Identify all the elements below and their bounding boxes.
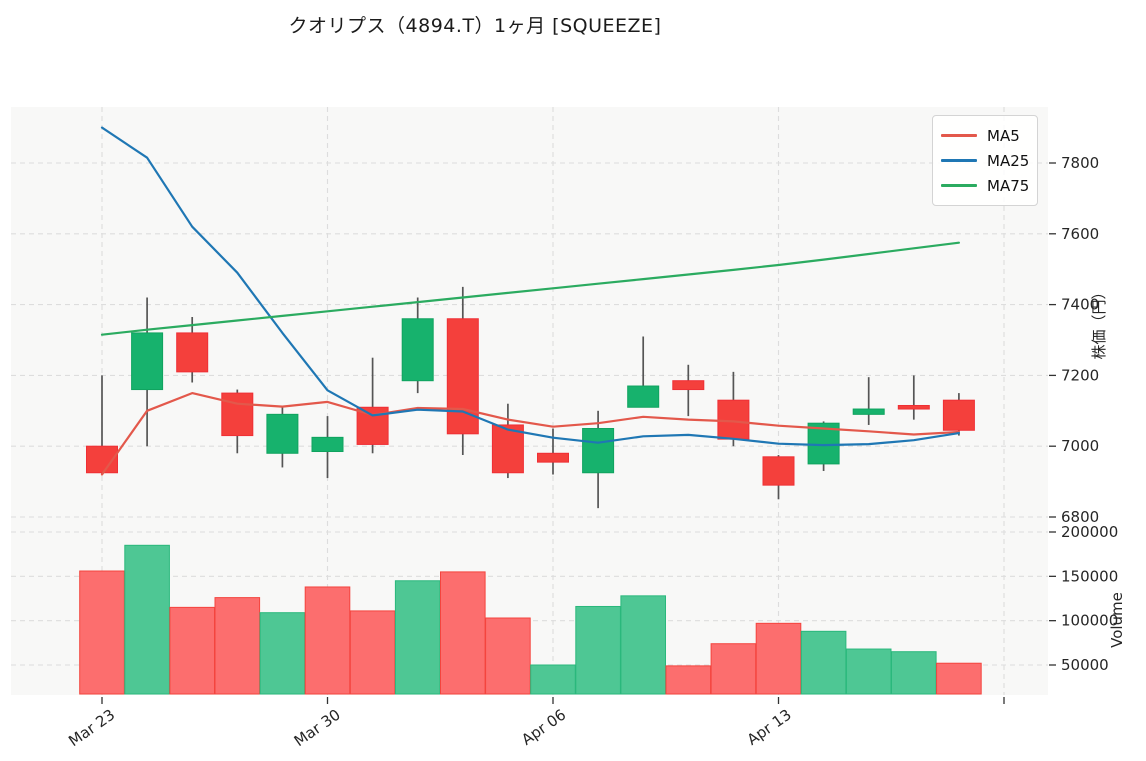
volume-axis-title: Volume (1108, 592, 1126, 648)
ma75-line-swatch (941, 184, 977, 187)
legend-item-ma75: MA75 (941, 173, 1030, 198)
chart-title: クオリプス（4894.T）1ヶ月 [SQUEEZE] (288, 15, 662, 37)
volume-bar (936, 662, 982, 695)
price-tick-label: 6800 (1061, 508, 1099, 526)
price-tick-label: 7000 (1061, 437, 1099, 455)
candle-body-down (762, 456, 795, 486)
volume-bar (575, 605, 621, 695)
candle-body-down (897, 404, 930, 410)
ma25-line (100, 126, 961, 447)
price-tick-label: 7600 (1061, 225, 1099, 243)
x-tick-label: Apr 06 (518, 706, 569, 749)
volume-tick-label: 100000 (1061, 612, 1118, 630)
legend: MA5 MA25 MA75 (932, 115, 1038, 206)
volume-bar (169, 606, 215, 695)
ma5-line (100, 392, 961, 476)
plot-background (11, 107, 1048, 695)
volume-bar (891, 651, 937, 695)
price-tick-label: 7800 (1061, 154, 1099, 172)
volume-bar (530, 664, 576, 695)
candle-body-up (627, 385, 660, 408)
ma25-line-swatch (941, 159, 977, 162)
candle-body-down (672, 380, 705, 391)
volume-bar (440, 571, 486, 695)
candle-body-up (131, 332, 164, 391)
x-tick-label: Mar 30 (291, 706, 344, 751)
candle-body-down (942, 399, 975, 431)
legend-item-ma5: MA5 (941, 123, 1027, 148)
volume-bar (124, 544, 170, 695)
legend-item-ma25: MA25 (941, 148, 1030, 173)
candle-body-up (401, 318, 434, 382)
legend-label-ma75: MA75 (987, 176, 1030, 195)
candle-body-down (491, 424, 524, 474)
candle-body-up (852, 408, 885, 415)
volume-bar (710, 643, 757, 695)
volume-bar (755, 622, 802, 695)
volume-bar (394, 580, 441, 695)
x-tick-label: Apr 13 (744, 706, 795, 749)
candle-body-down (176, 332, 209, 373)
volume-bar (485, 617, 531, 695)
volume-bar (304, 586, 351, 695)
candle-body-down (221, 392, 254, 437)
price-tick-label: 7200 (1061, 366, 1099, 384)
candle-body-down (537, 452, 569, 463)
volume-bar (665, 665, 712, 695)
candle-body-down (356, 406, 389, 445)
price-axis-title: 株価（円） (1090, 284, 1108, 359)
volume-tick-label: 200000 (1061, 523, 1118, 541)
candle-body-down (717, 399, 750, 440)
candle-body-up (266, 413, 299, 454)
volume-bar (845, 648, 892, 695)
volume-tick-label: 50000 (1061, 656, 1109, 674)
volume-bar (800, 630, 847, 695)
volume-tick-label: 150000 (1061, 567, 1118, 585)
x-tick-label: Mar 23 (65, 706, 118, 751)
ma5-line-swatch (941, 134, 977, 137)
volume-bar (620, 595, 667, 695)
ma75-line (100, 241, 961, 336)
legend-label-ma5: MA5 (987, 126, 1020, 145)
legend-label-ma25: MA25 (987, 151, 1030, 170)
volume-bar (79, 570, 125, 695)
price-tick-label: 7400 (1061, 296, 1099, 314)
candle-body-up (582, 428, 615, 474)
volume-bar (349, 610, 396, 695)
volume-bar (259, 612, 306, 695)
candle-body-up (311, 436, 344, 453)
volume-bar (214, 597, 261, 695)
